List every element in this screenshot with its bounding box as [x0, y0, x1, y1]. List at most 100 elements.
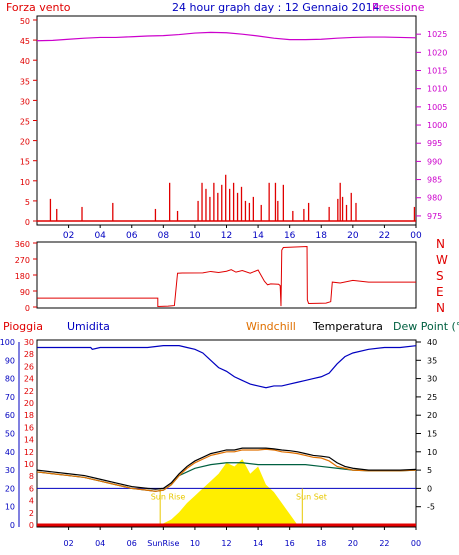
humidity-line — [37, 345, 417, 389]
direction-tick-label: 180 — [15, 272, 30, 281]
rain-tick-label: 22 — [24, 387, 34, 396]
pressure-tick-label: 1010 — [427, 85, 447, 94]
temperature-tick-label: 15 — [427, 430, 437, 439]
pressure-tick-label: 1015 — [427, 67, 447, 76]
humidity-tick-label: 90 — [5, 356, 15, 365]
rain-tick-label: 0 — [29, 521, 34, 530]
humidity-tick-label: 20 — [5, 484, 15, 493]
rain-tick-label: 6 — [29, 484, 34, 493]
x-tick-label-bottom: 18 — [316, 539, 326, 548]
x-tick-label: 18 — [316, 231, 328, 241]
pressure-tick-label: 1020 — [427, 48, 447, 57]
x-tick-label: 06 — [126, 231, 138, 241]
rain-tick-label: 28 — [24, 350, 34, 359]
wind-force-tick-label: 40 — [20, 57, 30, 66]
wind-force-tick-label: 45 — [20, 37, 30, 46]
wind-force-tick-label: 30 — [20, 97, 30, 106]
dewpoint-label: Dew Point (°C — [393, 320, 459, 333]
humidity-tick-label: 60 — [5, 411, 15, 420]
compass-label: N — [436, 301, 445, 315]
temperature-label: Temperatura — [312, 320, 383, 333]
x-tick-label-bottom: SunRise — [147, 539, 179, 548]
rain-tick-label: 26 — [24, 362, 34, 371]
wind-force-tick-label: 25 — [20, 118, 30, 127]
rain-tick-label: 10 — [24, 460, 34, 469]
wind-force-tick-label: 10 — [20, 178, 30, 187]
pressure-tick-label: 1005 — [427, 103, 447, 112]
rain-tick-label: 8 — [29, 472, 34, 481]
x-tick-label: 12 — [221, 231, 232, 241]
temperature-tick-label: -5 — [427, 503, 435, 512]
rain-tick-label: 2 — [29, 509, 34, 518]
rain-tick-label: 24 — [24, 375, 34, 384]
wind-direction-line — [37, 246, 416, 307]
rain-tick-label: 4 — [29, 497, 34, 506]
humidity-tick-label: 80 — [5, 375, 15, 384]
pressure-tick-label: 995 — [427, 139, 442, 148]
rain-tick-label: 30 — [24, 338, 34, 347]
humidity-tick-label: 10 — [5, 503, 15, 512]
pressure-tick-label: 1000 — [427, 121, 447, 130]
temperature-line — [36, 447, 417, 490]
pressure-tick-label: 975 — [427, 212, 442, 221]
x-tick-label-bottom: 04 — [95, 539, 105, 548]
temperature-tick-label: 40 — [427, 338, 437, 347]
windchill-label: Windchill — [246, 320, 296, 333]
x-tick-label-bottom: 12 — [221, 539, 231, 548]
temperature-tick-label: 35 — [427, 356, 437, 365]
temperature-tick-label: 5 — [427, 466, 432, 475]
direction-tick-label: 270 — [15, 256, 30, 265]
x-tick-label-bottom: 14 — [253, 539, 263, 548]
temperature-tick-label: 10 — [427, 448, 437, 457]
sun-radiation-area — [160, 459, 298, 525]
pressure-line — [36, 31, 417, 42]
chart-title: 24 hour graph day : 12 Gennaio 2014 — [172, 1, 380, 14]
rain-tick-label: 20 — [24, 399, 34, 408]
temperature-tick-label: 20 — [427, 411, 437, 420]
direction-tick-label: 360 — [15, 240, 30, 249]
wind-force-tick-label: 20 — [20, 138, 30, 147]
wind-force-tick-label: 35 — [20, 77, 30, 86]
x-tick-label: 04 — [94, 231, 106, 241]
wind-force-label: Forza vento — [6, 1, 71, 14]
x-tick-label-bottom: 06 — [127, 539, 137, 548]
humidity-tick-label: 50 — [5, 430, 15, 439]
compass-label: S — [436, 269, 444, 283]
windchill-line — [36, 448, 417, 492]
rain-label: Pioggia — [3, 320, 43, 333]
temperature-tick-label: 30 — [427, 375, 437, 384]
temperature-tick-label: 0 — [427, 484, 432, 493]
sunset-annotation: Sun Set — [296, 492, 327, 501]
x-tick-label: 20 — [347, 231, 359, 241]
pressure-tick-label: 1025 — [427, 30, 447, 39]
x-tick-label: 10 — [189, 231, 201, 241]
rain-tick-label: 12 — [24, 448, 34, 457]
x-tick-label: 02 — [63, 231, 74, 241]
x-tick-label: 00 — [410, 231, 422, 241]
wind-force-tick-label: 0 — [25, 218, 30, 227]
x-tick-label-bottom: 10 — [190, 539, 200, 548]
humidity-tick-label: 100 — [0, 338, 15, 347]
compass-label: N — [436, 237, 445, 251]
x-tick-label-bottom: 22 — [379, 539, 389, 548]
compass-label: E — [436, 285, 444, 299]
wind-force-tick-label: 50 — [20, 17, 30, 26]
x-tick-label: 14 — [252, 231, 264, 241]
x-tick-label-bottom: 02 — [63, 539, 73, 548]
x-tick-label: 16 — [284, 231, 296, 241]
compass-label: W — [436, 253, 448, 267]
rain-tick-label: 18 — [24, 411, 34, 420]
wind-force-tick-label: 15 — [20, 158, 30, 167]
pressure-label: Pressione — [372, 1, 425, 14]
humidity-label: Umidita — [67, 320, 110, 333]
wind-force-tick-label: 5 — [25, 198, 30, 207]
x-tick-label-bottom: 20 — [348, 539, 358, 548]
direction-tick-label: 0 — [25, 304, 30, 313]
x-tick-label-bottom: 00 — [411, 539, 421, 548]
pressure-tick-label: 985 — [427, 176, 442, 185]
humidity-tick-label: 30 — [5, 466, 15, 475]
x-tick-label: 22 — [379, 231, 390, 241]
rain-tick-label: 16 — [24, 423, 34, 432]
direction-tick-label: 90 — [20, 288, 30, 297]
